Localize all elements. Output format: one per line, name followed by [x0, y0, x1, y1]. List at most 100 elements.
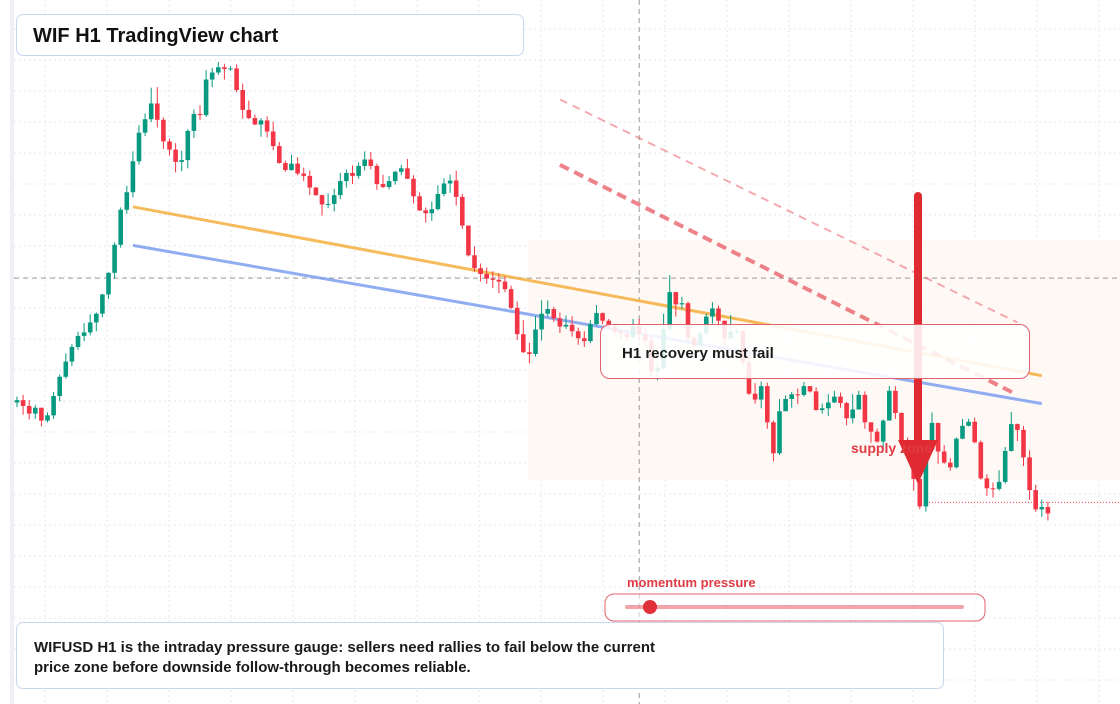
candle-body: [26, 405, 32, 414]
candle-body: [386, 181, 392, 187]
candle: [710, 302, 715, 324]
candle-body: [801, 386, 807, 395]
candle: [752, 383, 758, 404]
candle: [362, 151, 367, 171]
candle: [801, 382, 807, 397]
candle: [63, 353, 69, 379]
candle-body: [368, 159, 374, 166]
candle: [880, 419, 886, 450]
candle-body: [307, 175, 313, 188]
candle-body: [929, 422, 935, 450]
candle-body: [880, 420, 886, 442]
candle-body: [575, 331, 581, 339]
candle: [478, 263, 483, 282]
candle: [75, 331, 81, 350]
candle: [14, 396, 20, 408]
title-card: WIF H1 TradingView chart: [16, 14, 524, 56]
candle-body: [679, 303, 685, 305]
candle-body: [569, 324, 575, 332]
candle: [795, 388, 801, 405]
pressure-knob[interactable]: [643, 600, 657, 614]
candles: [14, 62, 1051, 521]
candle: [87, 314, 93, 336]
candle-body: [771, 422, 776, 454]
candle-body: [941, 451, 947, 463]
candle-body: [551, 309, 557, 319]
candle-body: [216, 67, 221, 73]
candle: [228, 66, 233, 71]
candle: [582, 331, 587, 347]
chart-title: WIF H1 TradingView chart: [33, 25, 279, 47]
candle-body: [935, 422, 941, 452]
candle: [563, 315, 569, 329]
candle-body: [832, 396, 837, 403]
candle-body: [978, 442, 984, 479]
candle: [978, 440, 984, 480]
candle-body: [240, 90, 245, 110]
candle: [508, 285, 514, 310]
candle: [368, 151, 374, 170]
candle-body: [441, 183, 447, 194]
candle: [118, 207, 123, 248]
candle: [51, 391, 56, 419]
candle: [539, 300, 544, 341]
candle-body: [539, 313, 544, 330]
candle-body: [447, 180, 453, 184]
candle: [514, 301, 520, 340]
candle-body: [185, 130, 191, 161]
candle: [826, 394, 831, 416]
candle: [270, 121, 276, 151]
candle-body: [868, 422, 874, 432]
candle: [344, 169, 349, 188]
candle: [832, 390, 837, 404]
candle-body: [338, 181, 343, 196]
candle: [240, 83, 245, 119]
candle: [984, 474, 990, 496]
candle-body: [893, 390, 898, 413]
candle-body: [874, 431, 880, 442]
candle: [392, 170, 398, 185]
caption-card: WIFUSD H1 is the intraday pressure gauge…: [16, 622, 944, 689]
candle: [399, 164, 404, 176]
candle: [1045, 501, 1051, 521]
candle: [155, 87, 160, 128]
candle: [887, 386, 892, 421]
candle: [771, 420, 776, 462]
candle-body: [435, 193, 441, 210]
candle-body: [33, 407, 38, 414]
candle-body: [81, 332, 87, 336]
candle-body: [399, 168, 404, 172]
candle-body: [1027, 457, 1032, 491]
candle: [173, 143, 178, 173]
candle: [209, 67, 215, 88]
candle: [850, 394, 855, 424]
candle: [551, 306, 557, 322]
candle-body: [496, 279, 502, 282]
candle-body: [807, 386, 813, 392]
candle-body: [179, 160, 184, 162]
candle-body: [331, 195, 337, 204]
candle-body: [795, 394, 801, 396]
candle: [331, 188, 337, 212]
candle-body: [521, 334, 526, 353]
supply-zone-label: supply zone: [851, 440, 932, 456]
candle-body: [844, 403, 849, 419]
candle: [81, 323, 87, 342]
candle-body: [130, 161, 136, 193]
candle: [466, 225, 471, 257]
candle-body: [716, 308, 721, 321]
candle: [167, 138, 172, 156]
candle: [856, 390, 862, 410]
candle-body: [234, 68, 239, 91]
candle-body: [283, 163, 288, 171]
candle-body: [45, 415, 50, 421]
candle-body: [484, 273, 489, 279]
candle: [148, 87, 154, 123]
candle-body: [466, 225, 471, 256]
candle-body: [490, 278, 496, 280]
candle-body: [685, 303, 691, 339]
candle-body: [917, 478, 923, 507]
candle-body: [899, 412, 904, 443]
candle: [966, 418, 971, 427]
candle-body: [222, 67, 227, 70]
